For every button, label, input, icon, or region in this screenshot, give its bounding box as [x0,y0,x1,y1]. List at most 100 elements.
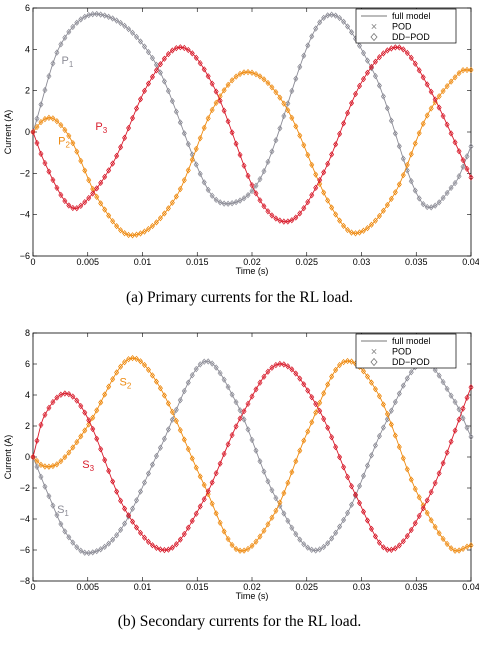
primary-p1-ddpod-marker [325,12,331,19]
primary-p1-ddpod-marker [229,200,235,207]
primary-p3-pod-marker [445,122,449,127]
secondary-s2-pod-marker [67,450,71,455]
primary-p1-pod-marker [198,172,202,176]
secondary-s1-ddpod-marker [273,494,279,502]
primary-p2-ddpod-marker [201,124,207,131]
primary-p2-ddpod-marker [273,89,279,96]
secondary-s3-pod-marker [206,489,210,493]
primary-p2-pod-marker [290,116,294,120]
secondary-s1-ddpod-marker [189,372,195,379]
primary-p3-pod-marker [353,92,358,96]
primary-p1-ddpod-marker [460,163,466,170]
primary-p2-pod-marker [87,178,91,182]
secondary-s1-pod-marker [75,545,79,549]
secondary-xtick-label: 0.035 [405,582,428,592]
secondary-s1-pod-marker [206,359,210,364]
secondary-s3-pod-marker [59,392,63,397]
secondary-s3-ddpod-marker [313,400,319,408]
primary-p2-ddpod-marker [309,161,315,169]
secondary-s3-ddpod-marker [444,449,450,456]
secondary-s2-ddpod-marker [177,427,183,434]
secondary-s2-pod-marker [290,470,294,474]
secondary-s3-pod-marker [345,475,350,479]
primary-p3-ddpod-marker [213,88,219,95]
primary-p2-ddpod-marker [428,105,434,112]
primary-p2-ddpod-marker [301,141,307,149]
secondary-s1-ddpod-marker [137,488,144,495]
primary-p3-ddpod-marker [193,54,199,61]
primary-p1-pod-marker [325,13,330,18]
secondary-s3-pod-marker [469,385,473,389]
secondary-s2-ddpod-marker [126,356,132,363]
primary-p3-pod-marker [254,191,258,196]
primary-p2-pod-marker [441,89,445,93]
primary-p2-ddpod-marker [102,206,108,213]
secondary-s2-pod-marker [226,537,230,541]
secondary-s1-ddpod-marker [452,398,458,406]
secondary-s2-pod-marker [218,521,222,525]
secondary-s3-pod-marker [122,506,127,511]
primary-p1-pod-marker [122,24,127,28]
secondary-s3-pod-marker [186,526,191,530]
secondary-s1-pod-marker [250,438,254,442]
primary-p2-ddpod-marker [305,151,311,159]
primary-p2-pod-marker [234,74,238,79]
secondary-s3-ddpod-marker [400,538,406,545]
primary-p1-pod-marker [306,43,310,48]
primary-p2-ddpod-marker [404,161,410,169]
secondary-s1-ddpod-marker [301,541,307,548]
primary-p3-ddpod-marker [428,88,434,95]
primary-p1-pod-marker [63,35,67,40]
secondary-s2-ddpod-marker [133,355,140,363]
primary-p1-ddpod-marker [349,29,355,36]
primary-p1-ddpod-marker [181,130,187,137]
primary-p1-pod-marker [254,184,258,188]
primary-p3-pod-marker [174,46,179,50]
secondary-s3-pod-marker [178,537,183,542]
secondary-s1-ddpod-marker [396,390,402,397]
primary-xtick-label: 0.025 [295,257,318,267]
secondary-s1-ddpod-marker [380,424,386,431]
secondary-s1-ddpod-marker [309,546,315,553]
secondary-s3-ddpod-marker [50,398,56,406]
primary-p1-pod-marker [274,138,278,142]
primary-p1-pod-marker [39,102,43,107]
primary-p3-pod-marker [349,101,354,105]
primary-p2-ddpod-marker [70,139,76,147]
secondary-s1-ddpod-marker [145,470,152,477]
primary-p2-ddpod-marker [189,156,195,163]
secondary-s3-pod-marker [405,534,410,538]
primary-p3-ddpod-marker [46,168,52,175]
secondary-s2-ddpod-marker [468,542,474,549]
primary-p2-ddpod-marker [444,83,450,90]
secondary-s1-ddpod-marker [149,461,155,468]
secondary-s1-pod-marker [369,453,374,458]
secondary-s2-ddpod-marker [305,428,311,435]
primary-p2-ddpod-marker [257,73,263,80]
secondary-s2-pod-marker [87,422,91,427]
secondary-s2-ddpod-marker [404,466,410,473]
secondary-s2-ddpod-marker [90,414,96,421]
secondary-s2-pod-marker [278,500,282,505]
secondary-s3-pod-marker [282,362,286,367]
secondary-s1-pod-marker [130,506,135,511]
primary-p1-pod-marker [294,77,298,81]
primary-p3-ddpod-marker [452,139,458,146]
primary-p2-pod-marker [47,116,51,120]
primary-p2-pod-marker [369,223,374,227]
secondary-s2-ddpod-marker [281,489,287,497]
primary-p3-ddpod-marker [420,74,426,81]
secondary-s2-ddpod-marker [364,373,371,380]
primary-p3-ddpod-marker [345,109,351,117]
secondary-s3-pod-marker [242,409,246,413]
primary-p2-pod-marker [409,152,413,156]
primary-p1-pod-marker [453,181,457,185]
primary-p2-pod-marker [282,101,286,106]
secondary-s1-pod-marker [55,513,59,517]
secondary-s1-pod-marker [39,475,43,479]
primary-p1-pod-marker [437,200,441,205]
secondary-s1-ddpod-marker [185,379,191,386]
primary-p1-pod-marker [401,156,406,161]
primary-p3-ddpod-marker [118,144,124,151]
primary-p1-pod-marker [118,21,123,25]
